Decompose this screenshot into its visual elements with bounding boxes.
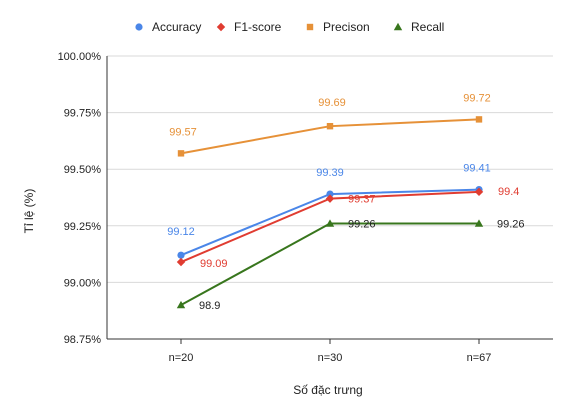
data-label-precison: 99.57 <box>169 126 197 138</box>
data-labels: 99.12 99.39 99.41 99.09 99.37 99.4 99.57 99.69 9… <box>167 92 524 312</box>
legend-label-recall: Recall <box>411 20 444 34</box>
y-axis-ticks: 98.75% 99.00% 99.25% 99.50% 99.75% 100.00% <box>58 51 102 346</box>
data-label-f1-score: 99.09 <box>200 258 228 270</box>
legend-marker-recall <box>393 22 403 31</box>
legend-label-accuracy: Accuracy <box>152 20 201 34</box>
x-axis-ticks: n=20 n=30 n=67 <box>169 339 492 364</box>
data-label-recall: 98.9 <box>199 300 220 312</box>
y-tick-label: 99.00% <box>64 277 102 289</box>
y-tick-label: 98.75% <box>64 334 102 346</box>
point-accuracy <box>177 251 185 259</box>
x-tick-label: n=20 <box>169 352 194 364</box>
series-markers <box>176 116 484 309</box>
y-axis-title: Tỉ lệ (%) <box>22 189 36 234</box>
point-precison <box>177 150 185 157</box>
x-tick-label: n=30 <box>318 352 343 364</box>
data-label-precison: 99.72 <box>463 92 491 104</box>
point-precison <box>475 116 483 123</box>
point-recall <box>325 219 335 227</box>
y-tick-label: 99.25% <box>64 221 102 233</box>
point-recall <box>474 219 484 227</box>
legend-label-f1-score: F1-score <box>234 20 282 34</box>
data-label-f1-score: 99.4 <box>498 186 519 198</box>
point-f1-score <box>474 187 484 197</box>
legend-marker-accuracy <box>135 23 143 31</box>
point-f1-score <box>176 257 186 267</box>
legend: Accuracy F1-score Precison Recall <box>135 20 444 34</box>
data-label-accuracy: 99.39 <box>316 167 344 179</box>
legend-marker-f1-score <box>216 22 226 32</box>
x-tick-label: n=67 <box>467 352 492 364</box>
data-label-accuracy: 99.41 <box>463 163 491 175</box>
data-label-f1-score: 99.37 <box>348 194 376 206</box>
data-label-precison: 99.69 <box>318 97 346 109</box>
series-lines <box>180 118 480 306</box>
point-accuracy <box>326 190 334 198</box>
y-tick-label: 99.75% <box>64 108 102 120</box>
legend-marker-precison <box>306 23 314 31</box>
point-f1-score <box>325 194 335 203</box>
data-label-recall: 99.26 <box>497 219 525 231</box>
legend-label-precison: Precison <box>323 20 370 34</box>
data-label-accuracy: 99.12 <box>167 226 195 238</box>
y-tick-label: 99.50% <box>64 164 102 176</box>
point-precison <box>326 122 334 130</box>
y-tick-label: 100.00% <box>58 51 102 63</box>
point-recall <box>176 300 186 309</box>
data-label-recall: 99.26 <box>348 219 376 231</box>
x-axis-title: Số đặc trưng <box>293 383 362 397</box>
